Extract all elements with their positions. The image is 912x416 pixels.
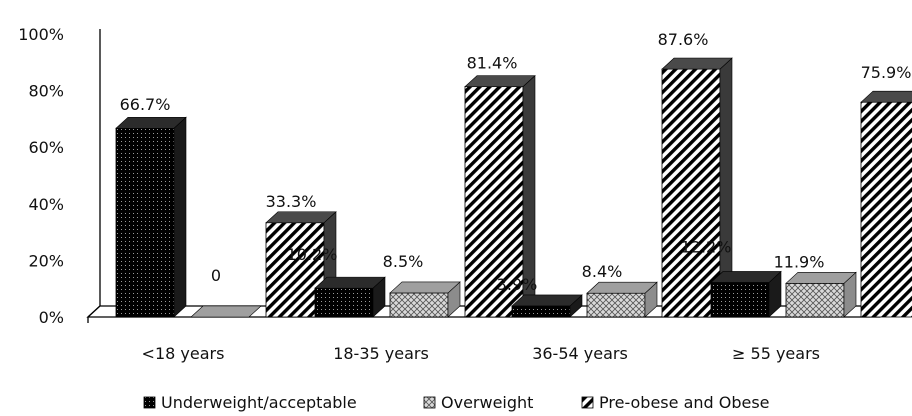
bar-front — [786, 283, 844, 317]
bar — [512, 295, 582, 317]
bar-top — [786, 272, 856, 283]
data-label: 66.7% — [120, 95, 171, 114]
legend: Underweight/acceptable Overweight Pre-obes… — [144, 393, 770, 412]
y-tick-label: 40% — [28, 195, 64, 214]
data-label: 81.4% — [467, 54, 518, 73]
bar-side — [174, 117, 186, 317]
x-tick-label: 36-54 years — [532, 344, 628, 363]
data-label: 8.4% — [582, 262, 623, 281]
bar — [390, 282, 460, 317]
bar — [191, 306, 261, 317]
x-tick-label: <18 years — [142, 344, 225, 363]
legend-item: Underweight/acceptable — [144, 393, 357, 412]
bar-front — [587, 293, 645, 317]
legend-item: Pre-obese and Obese — [582, 393, 770, 412]
bar-top — [116, 117, 186, 128]
back-wall — [88, 29, 100, 317]
data-label: 87.6% — [658, 30, 709, 49]
data-label: 0 — [211, 266, 221, 285]
bar — [861, 91, 912, 317]
bar-front — [861, 102, 912, 317]
bar-top — [587, 282, 657, 293]
legend-label: Underweight/acceptable — [161, 393, 357, 412]
bar-top — [512, 295, 582, 306]
legend-item: Overweight — [424, 393, 533, 412]
data-label: 10.2% — [287, 245, 338, 264]
y-axis: 0% 20% 40% 60% 80% 100% — [18, 25, 64, 327]
bar-top — [711, 271, 781, 282]
bar-top — [861, 91, 912, 102]
bar — [315, 277, 385, 317]
legend-swatch — [424, 397, 435, 408]
bar-top — [390, 282, 460, 293]
x-axis: <18 years 18-35 years 36-54 years ≥ 55 year… — [142, 344, 820, 363]
data-label: 11.9% — [774, 252, 825, 271]
bar-front — [512, 306, 570, 317]
data-label: 8.5% — [383, 252, 424, 271]
x-tick-label: 18-35 years — [333, 344, 429, 363]
y-tick-label: 0% — [39, 308, 64, 327]
bar-top — [266, 212, 336, 223]
bar-front — [116, 128, 174, 317]
bar-front — [662, 69, 720, 317]
legend-label: Overweight — [441, 393, 533, 412]
y-tick-label: 20% — [28, 251, 64, 270]
x-tick-label: ≥ 55 years — [732, 344, 820, 363]
bar-front — [315, 288, 373, 317]
y-tick-label: 80% — [28, 82, 64, 101]
legend-label: Pre-obese and Obese — [599, 393, 770, 412]
bar-top — [315, 277, 385, 288]
bar — [587, 282, 657, 317]
data-label: 75.9% — [861, 63, 912, 82]
data-label: 3.9% — [497, 275, 538, 294]
bar — [786, 272, 856, 317]
bar-top — [662, 58, 732, 69]
data-label: 33.3% — [266, 192, 317, 211]
data-label: 12.2% — [681, 237, 732, 256]
y-tick-label: 60% — [28, 138, 64, 157]
bar-front — [711, 282, 769, 317]
bar — [711, 271, 781, 317]
bar — [116, 117, 186, 317]
y-tick-label: 100% — [18, 25, 64, 44]
legend-swatch — [582, 397, 593, 408]
bar-top — [465, 76, 535, 87]
bar-front — [390, 293, 448, 317]
legend-swatch — [144, 397, 155, 408]
bar-top — [191, 306, 261, 317]
